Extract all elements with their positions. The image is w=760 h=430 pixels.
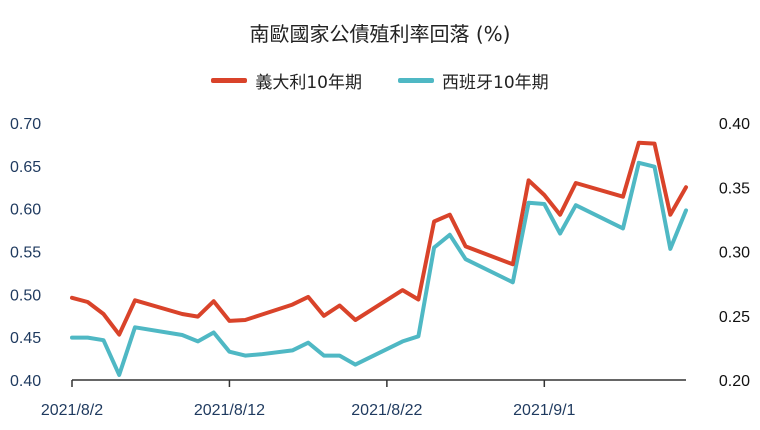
y-right-tick-label: 0.35 bbox=[719, 180, 750, 197]
x-tick-label: 2021/8/22 bbox=[351, 402, 422, 419]
y-left-tick-label: 0.60 bbox=[10, 202, 41, 219]
y-left-tick-label: 0.45 bbox=[10, 330, 41, 347]
legend-item-italy: 義大利10年期 bbox=[211, 68, 362, 93]
legend-label-spain: 西班牙10年期 bbox=[442, 73, 549, 93]
legend-swatch-spain bbox=[398, 78, 434, 83]
x-tick-label: 2021/9/1 bbox=[513, 402, 575, 419]
series-line-italy bbox=[70, 140, 688, 337]
legend-item-spain: 西班牙10年期 bbox=[398, 68, 549, 93]
chart-title: 南歐國家公債殖利率回落 (%) bbox=[249, 22, 511, 46]
y-left-tick-label: 0.70 bbox=[10, 116, 41, 133]
legend: 義大利10年期 西班牙10年期 bbox=[0, 68, 760, 93]
x-tick-label: 2021/8/2 bbox=[41, 402, 103, 419]
y-right-tick-label: 0.40 bbox=[719, 116, 750, 133]
series-line-spain bbox=[70, 160, 688, 377]
y-right-tick-label: 0.25 bbox=[719, 309, 750, 326]
y-right-tick-label: 0.20 bbox=[719, 373, 750, 390]
y-left-tick-label: 0.65 bbox=[10, 159, 41, 176]
y-left-tick-label: 0.50 bbox=[10, 287, 41, 304]
legend-swatch-italy bbox=[211, 78, 248, 83]
x-tick-label: 2021/8/12 bbox=[194, 402, 265, 419]
legend-label-italy: 義大利10年期 bbox=[255, 73, 362, 93]
y-right-tick-label: 0.30 bbox=[719, 245, 750, 262]
y-left-tick-label: 0.40 bbox=[10, 373, 41, 390]
y-left-tick-label: 0.55 bbox=[10, 245, 41, 262]
